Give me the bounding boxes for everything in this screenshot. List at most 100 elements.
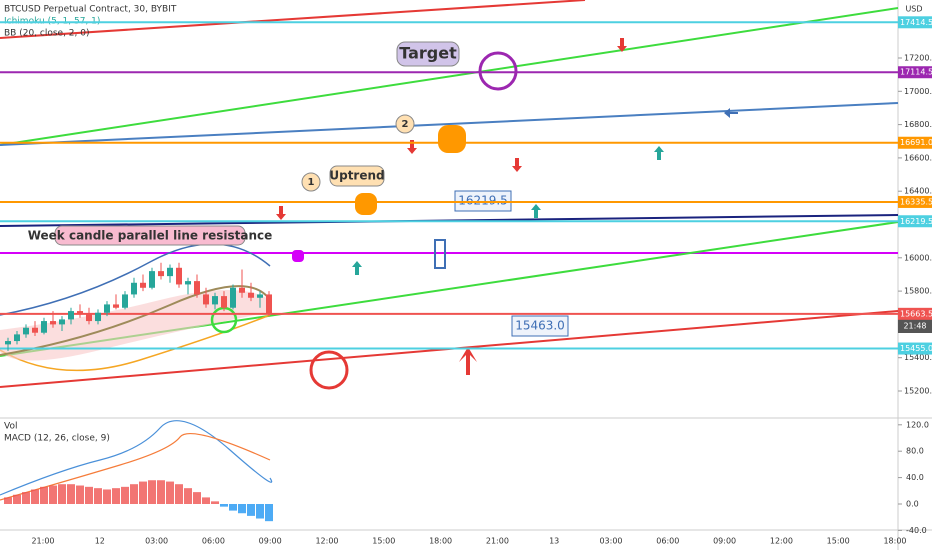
macd-bar bbox=[220, 504, 228, 507]
annotation: 15463.0 bbox=[515, 319, 565, 333]
candle-body bbox=[131, 282, 137, 295]
bb-basis bbox=[0, 285, 271, 356]
level-box bbox=[898, 307, 932, 320]
macd-bar bbox=[130, 484, 138, 504]
annotation: Week candle parallel line resistance bbox=[28, 229, 273, 243]
panel-label: Vol bbox=[4, 422, 17, 432]
label-bubble bbox=[396, 41, 460, 67]
level-label: 16219.5 bbox=[900, 217, 932, 226]
trend-line bbox=[0, 102, 899, 146]
level-box bbox=[898, 195, 932, 208]
time-label: 18:00 bbox=[429, 537, 452, 546]
candle-body bbox=[68, 311, 74, 320]
panel-label: MACD (12, 26, close, 9) bbox=[4, 434, 110, 444]
macd-tick-label: -40.0 bbox=[906, 526, 927, 535]
candle-body bbox=[239, 287, 245, 293]
candle-body bbox=[86, 314, 92, 322]
candle-body bbox=[32, 327, 38, 333]
macd-bar bbox=[256, 504, 264, 519]
callout bbox=[511, 315, 569, 337]
arrow-down bbox=[276, 206, 286, 220]
level-label: 15663.5 bbox=[900, 309, 932, 318]
macd-tick-label: 0.0 bbox=[906, 500, 919, 509]
level-box bbox=[898, 215, 932, 228]
time-label: 18:00 bbox=[883, 537, 906, 546]
candle-body bbox=[203, 294, 209, 305]
candle-body bbox=[50, 321, 56, 325]
smiley-icon bbox=[478, 51, 518, 91]
candle-body bbox=[230, 287, 236, 308]
candle-body bbox=[158, 271, 164, 277]
macd-bar bbox=[94, 488, 102, 504]
label-bubble bbox=[329, 165, 385, 187]
price-tick-label: 17000.0 bbox=[904, 87, 932, 96]
macd-bar bbox=[175, 484, 183, 504]
bb-upper bbox=[0, 243, 271, 316]
time-label: 15:00 bbox=[827, 537, 850, 546]
price-tick-label: 17200.0 bbox=[904, 54, 932, 63]
level-label: 16335.5 bbox=[900, 197, 932, 206]
cloud bbox=[0, 290, 270, 361]
macd-bar bbox=[157, 480, 165, 504]
macd-bar bbox=[202, 497, 210, 504]
level-label: 17414.5 bbox=[900, 18, 932, 27]
candle-body bbox=[221, 296, 227, 308]
macd-bar bbox=[22, 492, 30, 504]
label-bubble bbox=[395, 114, 415, 134]
candle-body bbox=[23, 327, 29, 335]
level-box bbox=[898, 342, 932, 355]
candle-body bbox=[248, 292, 254, 298]
timer: 21:48 bbox=[903, 322, 926, 331]
candle-body bbox=[113, 304, 119, 308]
arrow-down bbox=[617, 38, 627, 52]
time-label: 03:00 bbox=[145, 537, 168, 546]
macd-bar bbox=[67, 484, 75, 504]
macd-bar bbox=[103, 489, 111, 504]
macd-tick-label: 80.0 bbox=[906, 447, 924, 456]
annotation: 16219.5 bbox=[458, 194, 508, 208]
macd-bar bbox=[85, 486, 93, 504]
trend-line bbox=[0, 0, 586, 39]
macd-bar bbox=[121, 486, 129, 504]
arrow-up bbox=[531, 204, 541, 218]
macd-bar bbox=[184, 488, 192, 504]
candle-body bbox=[176, 267, 182, 285]
price-tick-label: 15200.0 bbox=[904, 387, 932, 396]
macd-bar bbox=[49, 485, 57, 504]
candle-body bbox=[59, 319, 65, 325]
time-label: 09:00 bbox=[713, 537, 736, 546]
time-label: 06:00 bbox=[656, 537, 679, 546]
macd-bar bbox=[229, 504, 237, 511]
candle-body bbox=[95, 312, 101, 322]
candle-body bbox=[77, 311, 83, 315]
candle-body bbox=[104, 304, 110, 313]
macd-bar bbox=[211, 501, 219, 504]
time-label: 12:00 bbox=[770, 537, 793, 546]
candle-body bbox=[212, 296, 218, 305]
candle-body bbox=[41, 321, 47, 333]
time-label: 21:00 bbox=[486, 537, 509, 546]
macd-bar bbox=[112, 488, 120, 504]
candle-body bbox=[14, 334, 20, 342]
macd-bar bbox=[76, 485, 84, 504]
macd-bar bbox=[58, 484, 66, 504]
signal-line bbox=[0, 432, 271, 501]
arrow-up bbox=[459, 347, 477, 375]
arrow-up bbox=[352, 261, 362, 275]
candle-body bbox=[185, 281, 191, 285]
macd-tick-label: 120.0 bbox=[906, 420, 929, 429]
annotation: Uptrend bbox=[329, 169, 384, 183]
macd-bar bbox=[265, 504, 273, 522]
cat-icon bbox=[438, 125, 466, 153]
sad-icon bbox=[309, 350, 349, 390]
level-label: 16691.0 bbox=[900, 138, 932, 147]
header-indicator: BB (20, close, 2, 0) bbox=[4, 29, 89, 39]
candle-body bbox=[140, 282, 146, 288]
time-label: 21:00 bbox=[31, 537, 54, 546]
candle-body bbox=[266, 294, 272, 314]
macd-tick-label: 40.0 bbox=[906, 473, 924, 482]
macd-bar bbox=[4, 497, 12, 504]
macd-bar bbox=[31, 489, 39, 504]
candle-body bbox=[167, 267, 173, 277]
time-label: 12:00 bbox=[315, 537, 338, 546]
